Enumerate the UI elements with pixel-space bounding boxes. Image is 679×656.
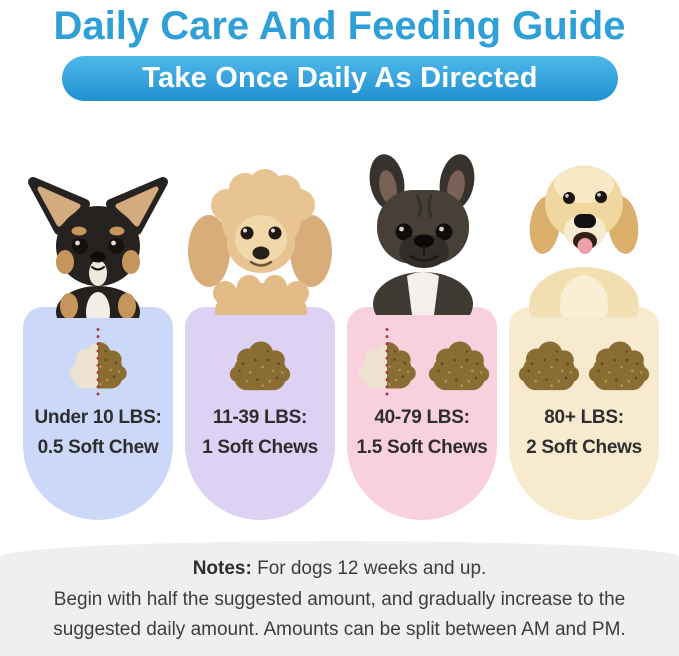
notes-label: Notes: [192,558,252,579]
dose-amount-label: 0.5 Soft Chew [37,437,159,458]
dose-amount-label: 1.5 Soft Chews [356,437,488,458]
chew-count-illustration [23,319,173,409]
dose-text: 80+ LBS: 2 Soft Chews [509,403,659,463]
notes-line-3: suggested daily amount. Amounts can be s… [53,619,626,640]
dose-amount-label: 2 Soft Chews [526,437,642,458]
half-soft-chew-icon [358,327,416,401]
weight-range-label: 80+ LBS: [544,407,624,428]
toy-poodle-icon [188,169,332,315]
dose-amount-label: 1 Soft Chews [202,437,318,458]
dose-text: 40-79 LBS: 1.5 Soft Chews [347,403,497,463]
page-title: Daily Care And Feeding Guide [53,4,626,48]
notes-section: Notes: For dogs 12 weeks and up. Begin w… [0,541,679,656]
dosage-banner: Take Once Daily As Directed [62,56,618,101]
weight-group-80-plus: 80+ LBS: 2 Soft Chews [509,145,659,520]
chew-count-illustration [509,319,659,409]
soft-chew-icon [428,340,490,390]
weight-range-label: 11-39 LBS: [212,407,308,428]
french-bulldog-icon [369,154,475,315]
dose-text: 11-39 LBS: 1 Soft Chews [185,403,335,463]
weight-range-label: 40-79 LBS: [374,407,470,428]
chihuahua-icon [28,177,168,318]
dose-card-80-plus: 80+ LBS: 2 Soft Chews [509,307,659,520]
soft-chew-icon [229,340,291,390]
notes-line-2: Begin with half the suggested amount, an… [53,588,626,610]
chew-count-illustration [185,319,335,409]
weight-group-under-10: Under 10 LBS: 0.5 Soft Chew [23,145,173,520]
notes-text: Notes: For dogs 12 weeks and up. Begin w… [0,554,679,646]
soft-chew-icon [588,340,650,390]
dose-card-under-10: Under 10 LBS: 0.5 Soft Chew [23,307,173,520]
weight-group-40-79: 40-79 LBS: 1.5 Soft Chews [347,145,497,520]
dose-card-40-79: 40-79 LBS: 1.5 Soft Chews [347,307,497,520]
dose-text: Under 10 LBS: 0.5 Soft Chew [23,403,173,463]
dose-card-11-39: 11-39 LBS: 1 Soft Chews [185,307,335,520]
notes-line-1: For dogs 12 weeks and up. [251,558,487,579]
soft-chew-icon [518,340,580,390]
dosage-banner-label: Take Once Daily As Directed [142,62,538,94]
half-soft-chew-icon [69,327,127,401]
weight-group-11-39: 11-39 LBS: 1 Soft Chews [185,145,335,520]
chew-count-illustration [347,319,497,409]
golden-retriever-icon [529,166,639,317]
weight-range-label: Under 10 LBS: [34,407,162,428]
